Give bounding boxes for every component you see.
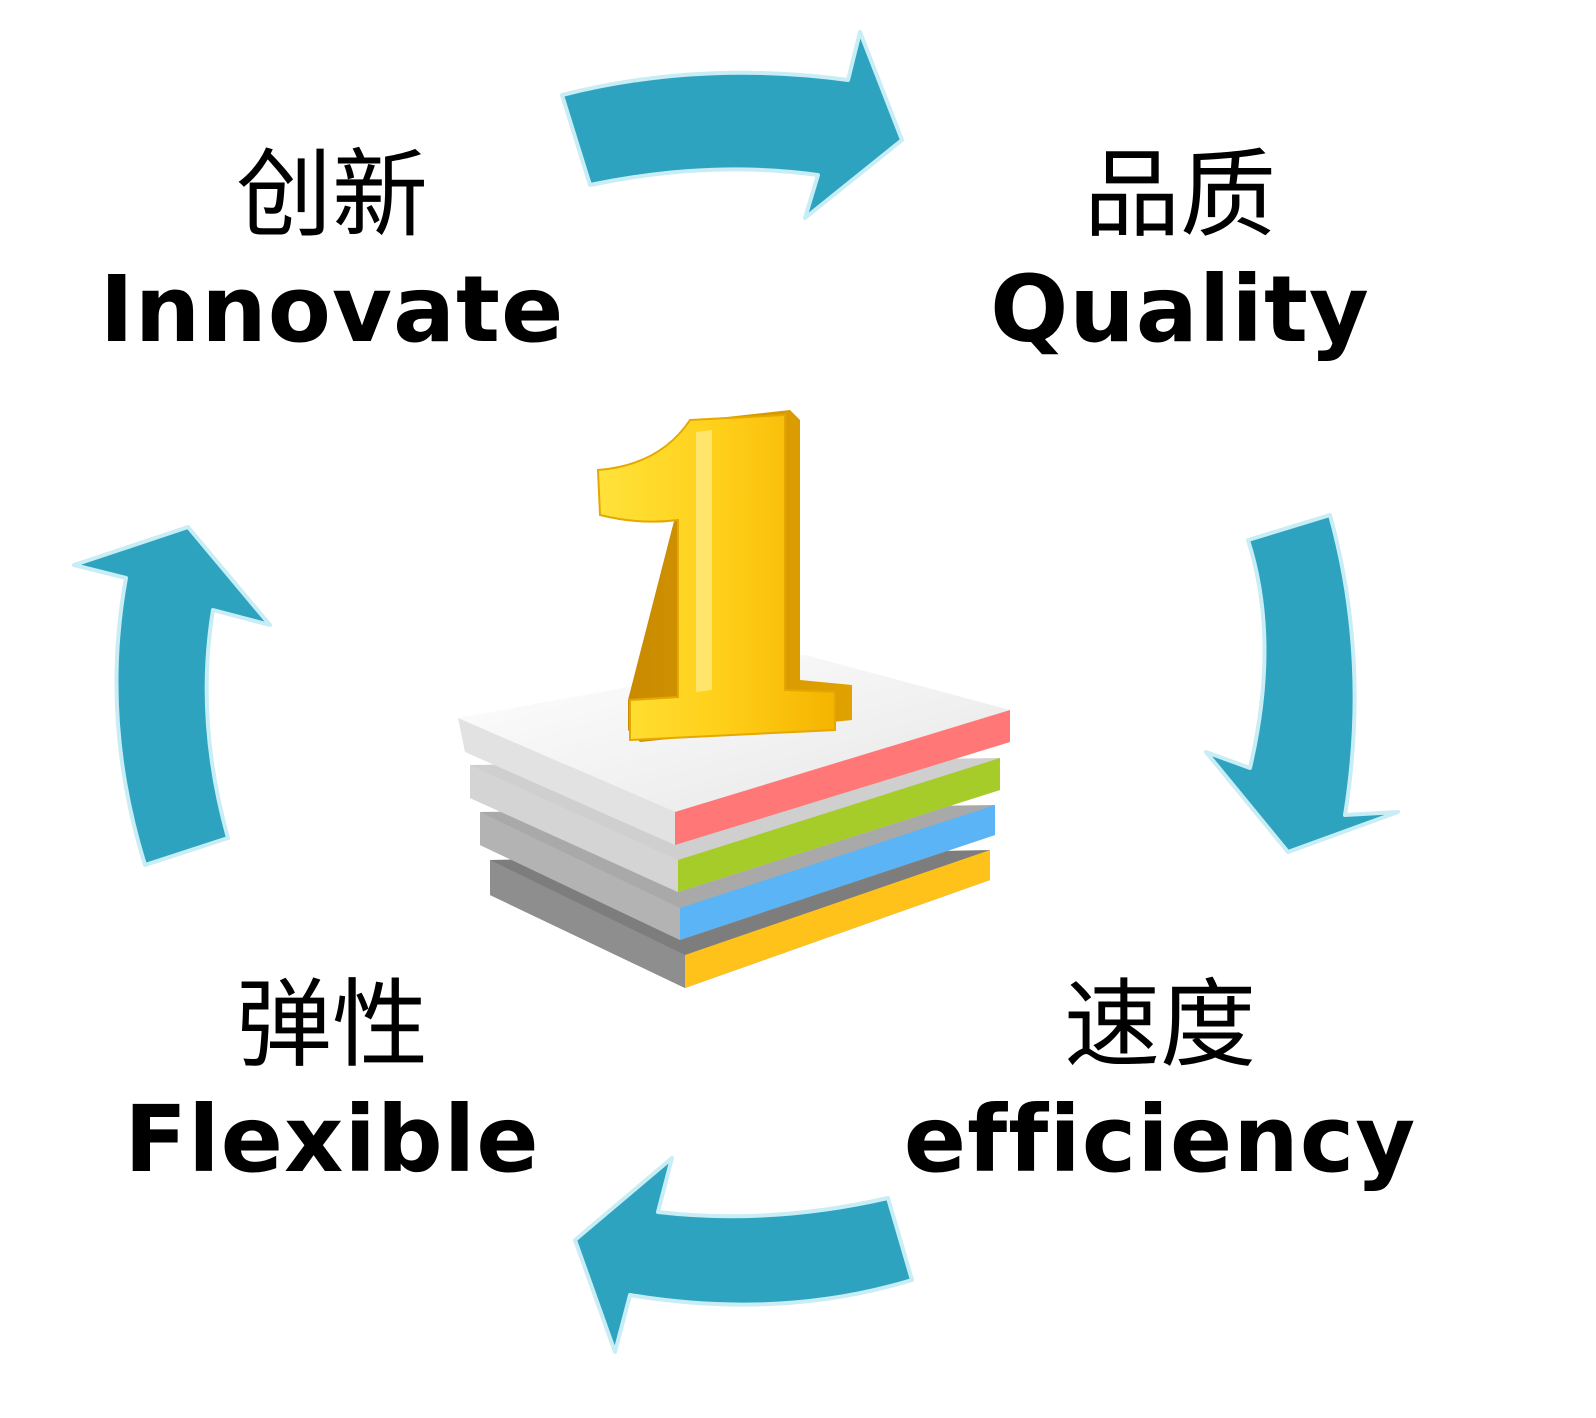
arrow-left-up (72, 525, 272, 867)
arrow-right-down (1204, 513, 1400, 854)
number-one (596, 410, 852, 742)
label-zh-innovate: 创新 (236, 139, 428, 251)
quadrant-efficiency: 速度 efficiency (880, 970, 1440, 1200)
label-en-innovate: Innovate (99, 256, 565, 363)
arrow-top-right (560, 30, 904, 220)
label-en-quality: Quality (990, 256, 1370, 363)
arrow-bottom-left (573, 1156, 914, 1354)
label-zh-quality: 品质 (1084, 139, 1276, 251)
label-zh-flexible: 弹性 (236, 969, 428, 1081)
label-en-efficiency: efficiency (903, 1086, 1417, 1193)
label-en-flexible: Flexible (124, 1086, 540, 1193)
quadrant-flexible: 弹性 Flexible (52, 970, 612, 1200)
quadrant-innovate: 创新 Innovate (52, 140, 612, 370)
quadrant-quality: 品质 Quality (900, 140, 1460, 370)
label-zh-efficiency: 速度 (1064, 969, 1256, 1081)
